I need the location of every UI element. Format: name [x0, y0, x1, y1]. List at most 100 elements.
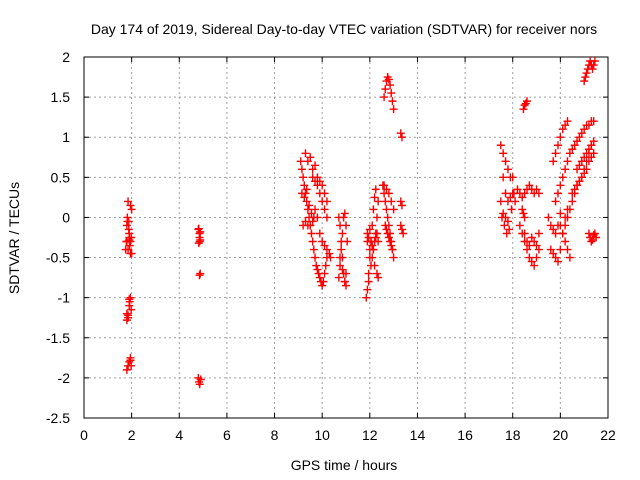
data-point	[561, 121, 570, 130]
data-point	[573, 165, 582, 174]
data-point	[124, 197, 133, 206]
data-point	[506, 193, 515, 202]
data-point	[381, 221, 390, 230]
tick-layer: 0 2 4 6 8 10 12 14 16 18 20 22-2.5-2-1.5-1-0.500.51…	[46, 49, 616, 443]
data-point	[368, 253, 377, 262]
data-point	[500, 221, 509, 230]
data-point	[386, 81, 395, 90]
data-point	[589, 117, 598, 126]
data-point	[339, 213, 348, 222]
x-tick-label: 18	[505, 427, 521, 443]
data-point	[363, 285, 372, 294]
data-point	[590, 57, 599, 66]
data-point	[561, 237, 570, 246]
data-point	[592, 233, 601, 242]
data-point	[556, 181, 565, 190]
data-point	[527, 233, 536, 242]
data-point	[364, 277, 373, 286]
data-point	[308, 237, 317, 246]
data-point	[532, 253, 541, 262]
y-tick-label: -2.5	[46, 410, 70, 426]
x-axis-label: GPS time / hours	[291, 457, 398, 473]
data-point	[367, 261, 376, 270]
y-axis-label: SDTVAR / TECUs	[6, 182, 22, 294]
data-point	[558, 173, 567, 182]
data-point	[305, 201, 314, 210]
data-point	[307, 229, 316, 238]
data-point	[306, 153, 315, 162]
data-point	[561, 221, 570, 230]
data-point	[334, 273, 343, 282]
data-point	[505, 225, 514, 234]
data-point	[300, 181, 309, 190]
data-point	[573, 137, 582, 146]
data-point	[325, 249, 334, 258]
data-point	[580, 125, 589, 134]
data-point	[503, 165, 512, 174]
data-point	[551, 229, 560, 238]
data-point	[549, 249, 558, 258]
data-point	[365, 225, 374, 234]
data-point	[563, 245, 572, 254]
data-point	[383, 229, 392, 238]
data-point	[520, 189, 529, 198]
data-point	[518, 193, 527, 202]
data-point	[556, 133, 565, 142]
data-point	[308, 173, 317, 182]
data-point	[336, 253, 345, 262]
data-point	[520, 213, 529, 222]
data-point	[523, 245, 532, 254]
data-point	[302, 185, 311, 194]
data-point	[396, 221, 405, 230]
data-point	[580, 153, 589, 162]
y-tick-label: -2	[58, 370, 71, 386]
data-point	[519, 105, 528, 114]
data-point	[388, 97, 397, 106]
data-point	[575, 161, 584, 170]
data-point	[580, 169, 589, 178]
data-point	[534, 189, 543, 198]
y-tick-label: -1	[58, 290, 71, 306]
data-point	[338, 229, 347, 238]
data-point	[563, 117, 572, 126]
data-point	[374, 273, 383, 282]
data-point	[575, 177, 584, 186]
data-point	[380, 93, 389, 102]
data-point	[549, 225, 558, 234]
data-point	[584, 145, 593, 154]
data-point	[577, 173, 586, 182]
data-point	[313, 181, 322, 190]
data-point	[307, 209, 316, 218]
y-tick-label: 2	[62, 49, 70, 65]
data-point	[382, 185, 391, 194]
data-point	[501, 157, 510, 166]
data-point	[315, 189, 324, 198]
data-point	[382, 225, 391, 234]
data-point	[318, 237, 327, 246]
x-tick-label: 8	[271, 427, 279, 443]
data-point	[338, 265, 347, 274]
data-point	[372, 229, 381, 238]
data-point	[544, 213, 553, 222]
data-point	[589, 137, 598, 146]
y-tick-label: 1.5	[51, 89, 71, 105]
data-point	[194, 239, 203, 248]
data-point-layer	[121, 57, 601, 389]
data-point	[590, 229, 599, 238]
data-point	[397, 201, 406, 210]
data-point	[363, 229, 372, 238]
data-point	[299, 173, 308, 182]
data-point	[389, 205, 398, 214]
x-tick-label: 6	[223, 427, 231, 443]
data-point	[499, 149, 508, 158]
plot-area-frame	[83, 56, 609, 419]
data-point	[124, 245, 133, 254]
data-point	[589, 61, 598, 70]
data-point	[519, 209, 528, 218]
data-point	[565, 149, 574, 158]
data-point	[587, 141, 596, 150]
data-point	[320, 241, 329, 250]
data-point	[568, 189, 577, 198]
data-point	[342, 269, 350, 278]
data-point	[534, 245, 543, 254]
